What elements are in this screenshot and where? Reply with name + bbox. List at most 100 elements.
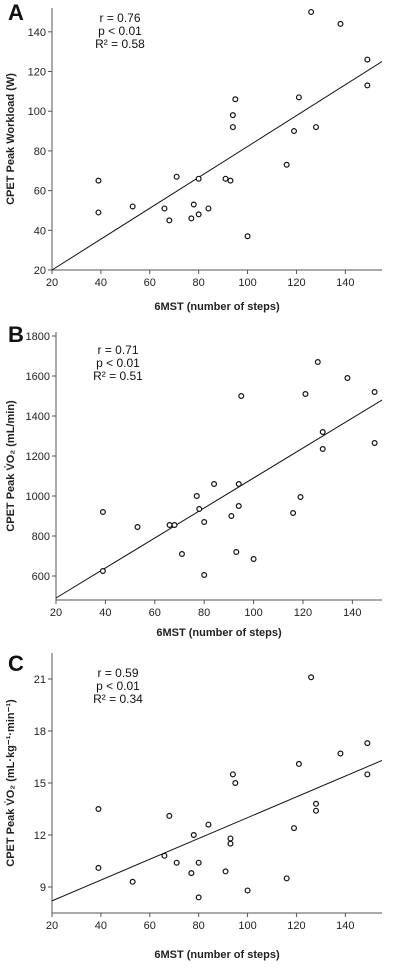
x-tick-label: 80 [193, 277, 205, 289]
stat-annotation: p < 0.01 [98, 24, 142, 38]
data-point [283, 161, 290, 168]
y-tick-label: 1400 [26, 411, 50, 423]
chart-panel-b: B 20 40 60 80 100 120 140 600 800 1000 1200 1400 1600… [0, 320, 400, 645]
data-point [129, 203, 136, 210]
stat-annotation: p < 0.01 [96, 679, 140, 693]
x-tick-label: 120 [287, 920, 305, 932]
scatter-plot-c: C 20 40 60 80 100 120 140 9 12 15 18 21 6MST (number … [4, 651, 383, 961]
y-tick-label: 800 [32, 531, 50, 543]
y-tick-label: 120 [28, 67, 46, 79]
stat-annotation: R² = 0.51 [93, 369, 143, 383]
panel-letter: C [8, 651, 24, 676]
data-point [171, 522, 178, 529]
data-point [205, 821, 212, 828]
data-point [166, 217, 173, 224]
y-axis-title: CPET Peak V̇O₂ (mL/min) [4, 400, 17, 532]
data-point [211, 481, 218, 488]
x-tick-label: 100 [238, 920, 256, 932]
data-point [308, 8, 315, 15]
data-point [302, 390, 309, 397]
data-point [195, 894, 202, 901]
data-point [129, 878, 136, 885]
y-tick-label: 9 [40, 882, 46, 894]
x-tick-label: 140 [336, 277, 354, 289]
data-point [161, 852, 168, 859]
data-point [173, 859, 180, 866]
stat-annotation: R² = 0.34 [93, 692, 143, 706]
y-tick-label: 1000 [26, 491, 50, 503]
x-tick-label: 60 [144, 277, 156, 289]
x-tick-label: 20 [46, 277, 58, 289]
x-tick-label: 40 [99, 607, 111, 619]
data-point [166, 522, 173, 529]
data-point [95, 209, 102, 216]
x-tick-label: 60 [149, 607, 161, 619]
data-point [313, 807, 320, 814]
x-axis-title: 6MST (number of steps) [156, 627, 282, 639]
data-point [201, 572, 208, 579]
data-point [188, 215, 195, 222]
data-point [227, 835, 234, 842]
data-point [95, 177, 102, 184]
x-tick-label: 100 [238, 277, 256, 289]
x-tick-label: 100 [244, 607, 262, 619]
y-tick-label: 12 [34, 830, 46, 842]
data-point [244, 887, 251, 894]
data-point [232, 96, 239, 103]
data-point [190, 832, 197, 839]
stat-annotation: r = 0.71 [97, 343, 138, 357]
x-axis-title: 6MST (number of steps) [154, 301, 280, 313]
y-axis-title: CPET Peak Workload (W) [5, 73, 17, 205]
y-axis-title: CPET Peak V̇O₂ (mL·kg⁻¹·min⁻¹) [4, 699, 17, 867]
data-point [227, 177, 234, 184]
stat-annotation: r = 0.59 [97, 666, 138, 680]
x-tick-label: 80 [193, 920, 205, 932]
data-point [195, 859, 202, 866]
data-point [313, 800, 320, 807]
panel-letter: B [8, 322, 24, 347]
data-point [297, 494, 304, 501]
x-tick-label: 140 [343, 607, 361, 619]
data-point [95, 864, 102, 871]
y-tick-label: 18 [34, 726, 46, 738]
data-point [166, 812, 173, 819]
x-tick-label: 40 [95, 920, 107, 932]
data-point [295, 760, 302, 767]
chart-panel-a: A 20 40 60 80 100 120 140 20 40 60 80 100 120 140 6MST … [0, 0, 400, 320]
stat-annotation: R² = 0.58 [95, 37, 145, 51]
data-point [295, 94, 302, 101]
data-point [235, 503, 242, 510]
data-point [314, 358, 321, 365]
data-point [188, 870, 195, 877]
regression-line [51, 760, 383, 902]
data-point [228, 513, 235, 520]
data-point [229, 112, 236, 119]
data-point [190, 201, 197, 208]
data-point [283, 875, 290, 882]
y-tick-label: 600 [32, 571, 50, 583]
data-point [364, 56, 371, 63]
data-point [371, 439, 378, 446]
data-point [235, 481, 242, 488]
chart-panel-c: C 20 40 60 80 100 120 140 9 12 15 18 21 6MST (number … [0, 645, 400, 971]
data-point [134, 524, 141, 531]
y-tick-label: 20 [34, 265, 46, 277]
stat-annotation: p < 0.01 [96, 356, 140, 370]
y-tick-label: 21 [34, 674, 46, 686]
data-point [250, 556, 257, 563]
y-tick-label: 100 [28, 106, 46, 118]
y-tick-label: 60 [34, 186, 46, 198]
data-point [99, 568, 106, 575]
x-tick-label: 120 [294, 607, 312, 619]
scatter-plot-a: A 20 40 60 80 100 120 140 20 40 60 80 100 120 140 6MST … [5, 0, 383, 313]
y-tick-label: 1800 [26, 331, 50, 343]
data-point [95, 806, 102, 813]
data-point [193, 493, 200, 500]
x-tick-label: 120 [287, 277, 305, 289]
x-tick-label: 20 [50, 607, 62, 619]
y-tick-label: 40 [34, 225, 46, 237]
data-point [232, 780, 239, 787]
data-point [233, 549, 240, 556]
data-point [364, 740, 371, 747]
x-tick-label: 80 [198, 607, 210, 619]
